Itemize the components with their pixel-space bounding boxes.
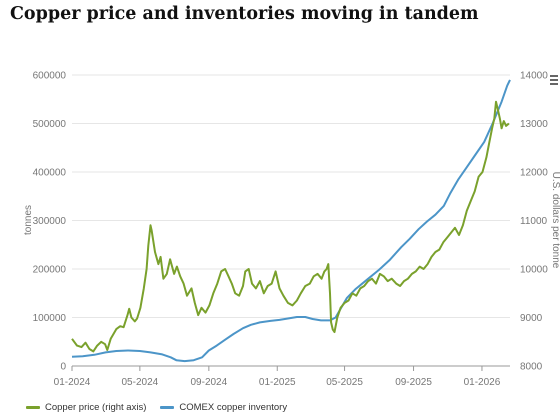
right-tick-label: 8000	[520, 362, 543, 373]
legend-swatch-price	[26, 405, 40, 409]
x-tick-label: 01-2025	[259, 377, 296, 388]
legend-swatch-inventory	[160, 405, 175, 409]
right-axis-ticks: 8000 9000 10000 11000 12000 13000 14000	[520, 71, 548, 373]
left-tick-label: 500000	[33, 119, 67, 130]
hamburger-menu-icon[interactable]	[550, 75, 558, 85]
legend-item-price[interactable]: Copper price (right axis)	[26, 402, 146, 413]
left-axis-ticks: 0 100000 200000 300000 400000 500000 600000	[33, 71, 67, 373]
left-tick-label: 300000	[33, 216, 67, 227]
left-tick-label: 0	[60, 362, 66, 373]
right-tick-label: 13000	[520, 119, 548, 130]
left-tick-label: 100000	[33, 313, 67, 324]
right-tick-label: 9000	[520, 313, 543, 324]
right-tick-label: 12000	[520, 168, 548, 179]
right-tick-label: 14000	[520, 71, 548, 82]
right-axis-label: U.S. dollars per tonne	[550, 172, 560, 269]
x-axis-ticks: 01-2024 05-2024 09-2024 01-2025 05-2025 09-20…	[54, 366, 501, 388]
left-axis-label: tonnes	[23, 205, 34, 235]
right-tick-label: 11000	[520, 216, 548, 227]
right-tick-label: 10000	[520, 265, 548, 276]
x-tick-label: 09-2025	[395, 377, 432, 388]
legend-label-inventory: COMEX copper inventory	[179, 401, 288, 413]
left-tick-label: 200000	[33, 265, 67, 276]
x-tick-label: 01-2026	[464, 377, 501, 388]
grid-lines	[72, 74, 510, 318]
x-tick-label: 01-2024	[54, 377, 91, 388]
x-tick-label: 09-2024	[190, 377, 227, 388]
left-tick-label: 600000	[33, 71, 67, 82]
left-tick-label: 400000	[33, 168, 67, 179]
chart-area: 0 100000 200000 300000 400000 500000 600000 80…	[23, 71, 560, 389]
legend: Copper price (right axis) COMEX copper i…	[26, 399, 301, 415]
inventory-series-line	[71, 79, 511, 363]
x-tick-label: 05-2024	[122, 377, 159, 388]
chart-title: Copper price and inventories moving in t…	[10, 4, 479, 24]
x-tick-label: 05-2025	[326, 377, 363, 388]
legend-item-inventory[interactable]: COMEX copper inventory	[160, 402, 287, 413]
legend-label-price: Copper price (right axis)	[45, 401, 147, 413]
price-series-line	[71, 100, 510, 353]
